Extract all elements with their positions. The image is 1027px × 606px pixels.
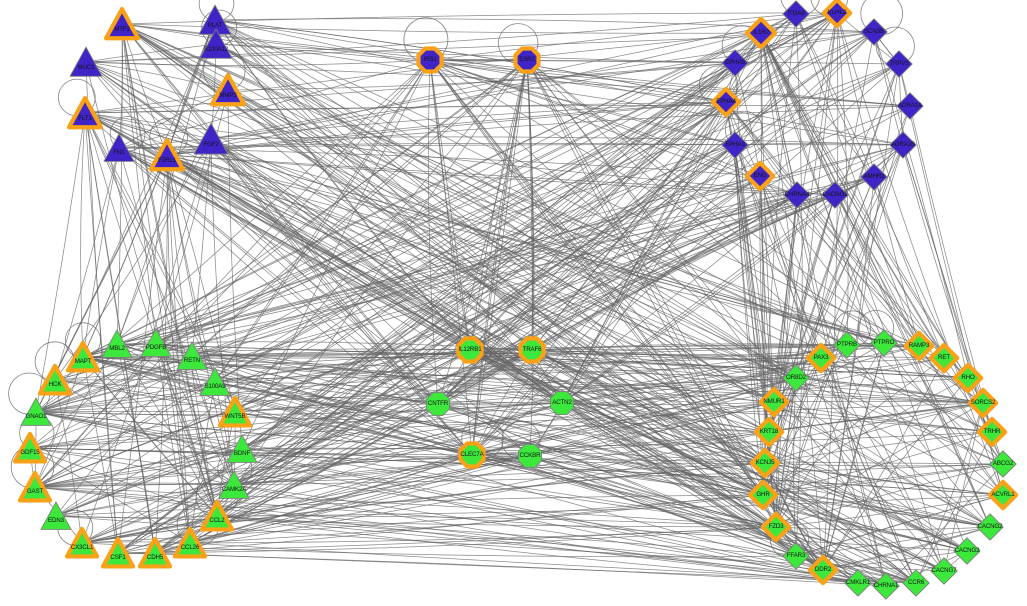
node-shape-octagon [458, 338, 481, 361]
node-shape-triangle [70, 47, 102, 76]
graph-node-fgf2[interactable]: FGF2 [187, 115, 235, 163]
graph-node-klhl2[interactable]: KLHL2 [817, 0, 857, 33]
node-shape-triangle [175, 529, 205, 557]
node-shape-diamond [810, 557, 836, 583]
node-shape-diamond [824, 0, 850, 26]
node-shape-diamond [979, 419, 1005, 445]
node-shape-octagon [518, 444, 541, 467]
node-shape-triangle [103, 539, 133, 567]
node-shape-diamond [784, 182, 810, 208]
node-shape-diamond [990, 482, 1016, 508]
node-shape-diamond [903, 570, 929, 596]
graph-node-amhr2[interactable]: AMHR2 [854, 157, 894, 197]
node-shape-diamond [861, 19, 887, 45]
node-shape-octagon [418, 48, 441, 71]
graph-node-esr2[interactable]: ESR2 [508, 41, 546, 79]
node-shape-diamond [722, 50, 748, 76]
node-shape-diamond [822, 182, 848, 208]
graph-node-muc1[interactable]: MUC1 [63, 39, 109, 85]
node-shape-diamond [752, 450, 778, 476]
graph-node-irs1[interactable]: IRS1 [411, 41, 449, 79]
graph-node-fn1[interactable]: FN1 [97, 126, 141, 170]
node-shape-diamond [861, 164, 887, 190]
node-shape-diamond [897, 93, 923, 119]
graph-node-il12rb1[interactable]: IL12RB1 [451, 331, 489, 369]
graph-node-eng[interactable]: ENG [740, 156, 780, 196]
graph-node-cdh5[interactable]: CDH5 [133, 531, 177, 575]
node-shape-octagon [460, 443, 483, 466]
node-shape-triangle [21, 398, 51, 426]
graph-node-ptpro[interactable]: PTPRO [864, 323, 904, 363]
graph-node-s100a12[interactable]: S100A12 [193, 21, 239, 67]
graph-node-chrna4[interactable]: CHRNA4 [777, 175, 817, 215]
node-shape-triangle [227, 435, 257, 463]
graph-node-clec7a[interactable]: CLEC7A [453, 436, 491, 474]
graph-node-traf6[interactable]: TRAF6 [513, 331, 551, 369]
node-shape-triangle [104, 134, 134, 162]
graph-node-cntfr[interactable]: CNTFR [419, 385, 457, 423]
node-shape-triangle [67, 529, 97, 557]
node-shape-triangle [106, 9, 138, 38]
graph-node-epha4[interactable]: EPHA4 [706, 82, 746, 122]
graph-node-actn2[interactable]: ACTN2 [543, 384, 581, 422]
node-shape-triangle [15, 434, 45, 462]
node-shape-octagon [426, 392, 449, 415]
node-shape-diamond [756, 419, 782, 445]
node-shape-diamond [747, 163, 773, 189]
graph-node-cckbr[interactable]: CCKBR [511, 437, 549, 475]
node-shape-diamond [750, 482, 776, 508]
node-shape-diamond [990, 451, 1016, 477]
node-shape-triangle [141, 329, 171, 357]
node-shape-diamond [722, 132, 748, 158]
node-shape-diamond [871, 330, 897, 356]
graph-node-mmp3[interactable]: MMP3 [205, 67, 251, 113]
graph-node-epha5[interactable]: EPHA5 [715, 43, 755, 83]
node-shape-diamond [886, 51, 912, 77]
node-shape-triangle [140, 539, 170, 567]
node-shape-octagon [550, 391, 573, 414]
node-shape-triangle [69, 98, 101, 127]
node-shape-diamond [783, 1, 809, 27]
graph-node-ddr2[interactable]: DDR2 [803, 550, 843, 590]
node-shape-triangle [200, 29, 232, 58]
node-shape-triangle [212, 75, 244, 104]
graph-node-gdf15[interactable]: GDF15 [8, 426, 52, 470]
node-shape-diamond [890, 132, 916, 158]
node-shape-octagon [515, 48, 538, 71]
graph-node-f2rl1[interactable]: F2RL1 [144, 132, 190, 178]
node-shape-triangle [151, 140, 183, 169]
node-shape-diamond [713, 89, 739, 115]
node-shape-triangle [102, 330, 132, 358]
graph-node-cacng1[interactable]: CACNG1 [815, 175, 855, 215]
graph-node-adra1a[interactable]: ADRA1A [890, 86, 930, 126]
graph-node-trpv3[interactable]: TRPV3 [879, 44, 919, 84]
graph-node-ccr6[interactable]: CCR6 [896, 563, 936, 603]
node-shape-triangle [194, 123, 228, 154]
graph-node-itga8[interactable]: ITGA8 [776, 0, 816, 34]
node-shape-octagon [520, 338, 543, 361]
node-shape-triangle [220, 398, 250, 426]
